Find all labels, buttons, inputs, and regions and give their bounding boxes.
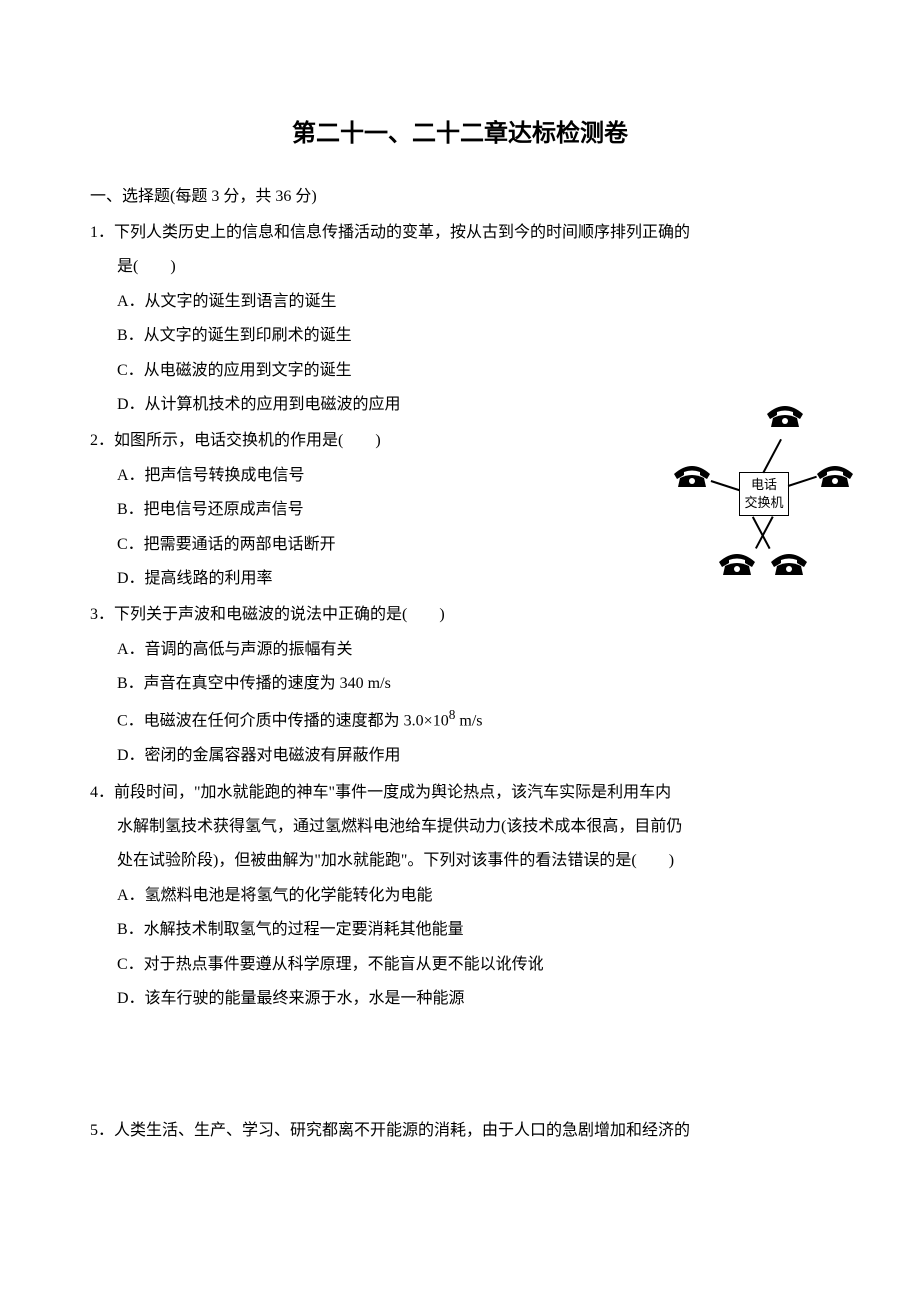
q1-stem-line2-suffix: ) <box>170 258 175 275</box>
q1-stem-line2-prefix: 是( <box>117 258 138 275</box>
q1-stem-line1: 下列人类历史上的信息和信息传播活动的变革，按从古到今的时间顺序排列正确的 <box>114 224 690 241</box>
q3-option-a[interactable]: A．音调的高低与声源的振幅有关 <box>90 633 830 667</box>
q3-stem: 下列关于声波和电磁波的说法中正确的是( ) <box>114 606 445 623</box>
connection-line <box>755 516 773 548</box>
phone-icon <box>765 400 805 428</box>
q4-option-d[interactable]: D．该车行驶的能量最终来源于水，水是一种能源 <box>90 982 830 1016</box>
exchange-box: 电话 交换机 <box>739 472 789 516</box>
phone-exchange-figure: 电话 交换机 <box>665 400 860 587</box>
answer-blank[interactable] <box>138 258 170 275</box>
q2-number: 2． <box>90 432 114 449</box>
connection-line <box>788 476 817 487</box>
connection-line <box>711 480 740 491</box>
connection-line <box>762 439 781 473</box>
phone-icon <box>815 460 855 488</box>
q3-option-b[interactable]: B．声音在真空中传播的速度为 340 m/s <box>90 667 830 701</box>
page-title: 第二十一、二十二章达标检测卷 <box>90 108 830 160</box>
exchange-box-line2: 交换机 <box>740 494 788 512</box>
q3-optc-prefix: C．电磁波在任何介质中传播的速度都为 3.0×10 <box>117 713 449 730</box>
question-3: 3．下列关于声波和电磁波的说法中正确的是( ) A．音调的高低与声源的振幅有关 … <box>90 598 830 773</box>
phone-icon <box>717 548 757 576</box>
q3-optc-suffix: m/s <box>455 713 482 730</box>
q3-option-d[interactable]: D．密闭的金属容器对电磁波有屏蔽作用 <box>90 739 830 773</box>
connection-line <box>752 516 770 548</box>
question-1: 1．下列人类历史上的信息和信息传播活动的变革，按从古到今的时间顺序排列正确的 是… <box>90 216 830 422</box>
q4-number: 4． <box>90 784 114 801</box>
q4-option-c[interactable]: C．对于热点事件要遵从科学原理，不能盲从更不能以讹传讹 <box>90 948 830 982</box>
section-header: 一、选择题(每题 3 分，共 36 分) <box>90 180 830 214</box>
q3-option-c[interactable]: C．电磁波在任何介质中传播的速度都为 3.0×108 m/s <box>90 701 830 739</box>
q1-option-a[interactable]: A．从文字的诞生到语言的诞生 <box>90 285 830 319</box>
question-4: 4．前段时间，"加水就能跑的神车"事件一度成为舆论热点，该汽车实际是利用车内 水… <box>90 776 830 1017</box>
phone-icon <box>672 460 712 488</box>
q3-number: 3． <box>90 606 114 623</box>
q2-stem: 如图所示，电话交换机的作用是( ) <box>114 432 381 449</box>
q1-option-b[interactable]: B．从文字的诞生到印刷术的诞生 <box>90 319 830 353</box>
q4-stem-line1: 前段时间，"加水就能跑的神车"事件一度成为舆论热点，该汽车实际是利用车内 <box>114 784 671 801</box>
q5-number: 5． <box>90 1122 114 1139</box>
q4-stem-line3: 处在试验阶段)，但被曲解为"加水就能跑"。下列对该事件的看法错误的是( ) <box>90 844 830 878</box>
q4-option-b[interactable]: B．水解技术制取氢气的过程一定要消耗其他能量 <box>90 913 830 947</box>
question-5: 5．人类生活、生产、学习、研究都离不开能源的消耗，由于人口的急剧增加和经济的 <box>90 1114 830 1148</box>
q4-stem-line2: 水解制氢技术获得氢气，通过氢燃料电池给车提供动力(该技术成本很高，目前仍 <box>90 810 830 844</box>
q1-option-c[interactable]: C．从电磁波的应用到文字的诞生 <box>90 354 830 388</box>
phone-icon <box>769 548 809 576</box>
q4-option-a[interactable]: A．氢燃料电池是将氢气的化学能转化为电能 <box>90 879 830 913</box>
exchange-box-line1: 电话 <box>740 476 788 494</box>
q1-number: 1． <box>90 224 114 241</box>
q5-stem-line1: 人类生活、生产、学习、研究都离不开能源的消耗，由于人口的急剧增加和经济的 <box>114 1122 690 1139</box>
